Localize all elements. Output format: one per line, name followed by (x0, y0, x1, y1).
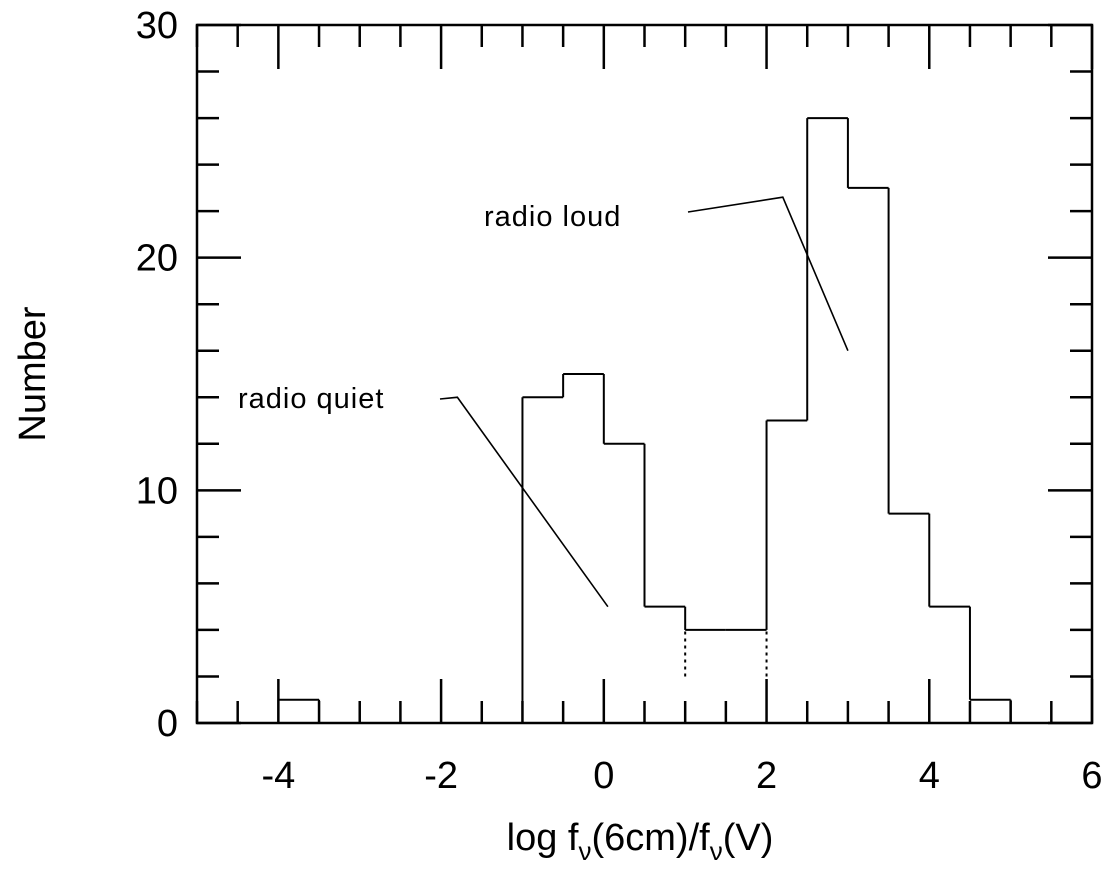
histogram-bars (278, 118, 1010, 723)
leader-radio-loud (688, 197, 848, 351)
x-axis-label-sub1: ν (578, 836, 591, 866)
x-tick-labels: -4 -2 0 2 4 6 (261, 755, 1102, 797)
y-axis-label: Number (12, 306, 54, 441)
y-tick-labels: 0 10 20 30 (136, 5, 178, 745)
annotation-radio-quiet: radio quiet (238, 383, 384, 415)
y-tick-label: 20 (136, 238, 178, 280)
x-tick-label: 2 (756, 755, 777, 797)
x-axis-label-sub2: ν (710, 836, 723, 866)
x-axis-label-part2: (6cm)/f (591, 817, 710, 859)
x-tick-label: -4 (261, 755, 295, 797)
y-tick-label: 10 (136, 470, 178, 512)
x-tick-label: 6 (1081, 755, 1102, 797)
x-tick-label: 0 (593, 755, 614, 797)
x-axis-label-part1: log f (507, 817, 579, 859)
axis-ticks (197, 25, 1092, 723)
x-tick-label: 4 (919, 755, 940, 797)
plot-frame (197, 25, 1092, 723)
annotation-radio-loud: radio loud (484, 201, 621, 233)
x-tick-label: -2 (424, 755, 458, 797)
leader-radio-quiet (440, 397, 608, 606)
y-tick-label: 30 (136, 5, 178, 47)
y-tick-label: 0 (157, 703, 178, 745)
x-axis-label-part3: (V) (723, 817, 774, 859)
x-axis-label: log fν(6cm)/fν(V) (507, 817, 774, 866)
